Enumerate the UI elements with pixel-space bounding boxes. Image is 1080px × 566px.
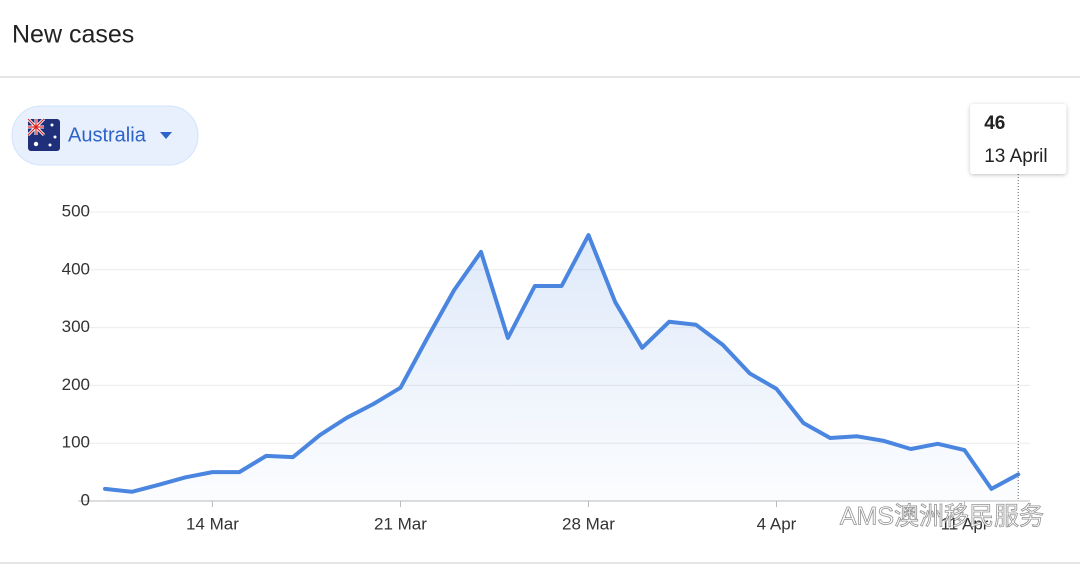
x-tick-label: 14 Mar <box>186 514 239 533</box>
flag-star <box>48 143 52 147</box>
tooltip-value: 46 <box>984 113 1005 134</box>
plot: 0 100 200 300 400 500 14 Mar 21 Mar 28 Mar 4 Apr 1… <box>62 104 1067 533</box>
tooltip-date: 13 April <box>984 146 1047 167</box>
x-tick-label: 28 Mar <box>562 514 615 533</box>
x-tick-label: 11 Apr <box>941 514 989 533</box>
selector-label[interactable]: Australia <box>68 124 147 146</box>
flag-star <box>33 141 39 147</box>
flag-star <box>50 123 54 127</box>
tooltip <box>970 104 1067 174</box>
country-selector[interactable]: Australia <box>11 105 199 166</box>
y-tick-label: 500 <box>62 201 90 220</box>
x-tick-label: 21 Mar <box>374 514 427 533</box>
y-tick-label: 400 <box>62 259 90 278</box>
caret[interactable] <box>160 132 172 139</box>
flag-star <box>53 135 57 139</box>
y-tick-label: 200 <box>62 375 90 394</box>
x-tick-label: 4 Apr <box>757 514 797 533</box>
watermark: AMS澳洲移民服务 <box>840 503 1044 531</box>
y-tick-label: 300 <box>62 317 90 336</box>
flag-cross <box>27 118 45 136</box>
header-title: New cases <box>12 21 134 49</box>
y-tick-label: 100 <box>62 433 90 452</box>
y-tick-label: 0 <box>81 490 90 509</box>
line <box>103 233 1021 494</box>
area <box>105 235 1019 501</box>
